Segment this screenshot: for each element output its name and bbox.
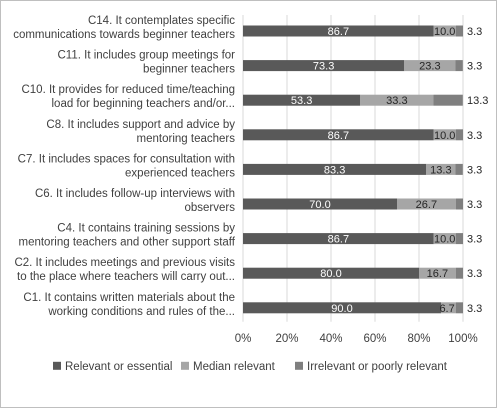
bar-segment bbox=[243, 198, 397, 210]
category-label-line: C1. It contains written materials about … bbox=[23, 292, 235, 304]
bar-segment bbox=[243, 129, 434, 141]
category-label-line: C2. It includes meetings and previous vi… bbox=[14, 257, 235, 269]
category-label-line: mentoring teachers and other support sta… bbox=[18, 237, 235, 249]
data-label: 83.3 bbox=[324, 164, 345, 176]
bar-segment bbox=[455, 25, 463, 37]
bar-segment bbox=[455, 60, 463, 72]
category-label-line: observers bbox=[185, 202, 236, 214]
x-tick-label: 80% bbox=[407, 333, 430, 345]
bar-segment bbox=[433, 129, 456, 141]
x-tick-label: 0% bbox=[235, 333, 252, 345]
data-label: 13.3 bbox=[430, 164, 451, 176]
category-label: C7. It includes spaces for consultation … bbox=[18, 153, 236, 179]
category-label: C1. It contains written materials about … bbox=[23, 292, 235, 318]
bar-segment bbox=[360, 94, 434, 106]
category-label: C8. It includes support and advice by men… bbox=[46, 119, 235, 145]
legend: Relevant or essential Median relevant Irre… bbox=[53, 361, 448, 373]
data-label: 86.7 bbox=[328, 130, 349, 142]
data-label: 73.3 bbox=[313, 61, 334, 73]
bar-segment bbox=[433, 25, 456, 37]
category-label: C10. It provides for reduced time/teachi… bbox=[21, 84, 235, 110]
data-label: 3.3 bbox=[467, 303, 482, 315]
category-label-line: C8. It includes support and advice by bbox=[46, 119, 235, 131]
category-label: C4. It contains training sessions by ment… bbox=[18, 223, 235, 249]
x-tick-label: 20% bbox=[275, 333, 298, 345]
bar-segment bbox=[243, 25, 434, 37]
data-label: 10.0 bbox=[434, 26, 455, 38]
data-label: 86.7 bbox=[328, 234, 349, 246]
data-label: 3.3 bbox=[467, 130, 482, 142]
data-label: 3.3 bbox=[467, 164, 482, 176]
bar-segment bbox=[426, 163, 456, 175]
category-label-line: C14. It contemplates specific bbox=[88, 15, 235, 27]
bar-segment bbox=[455, 233, 463, 245]
category-label-line: communications towards beginner teachers bbox=[13, 29, 235, 41]
x-tick-label: 60% bbox=[363, 333, 386, 345]
category-label-line: load for beginning teachers and/or... bbox=[52, 98, 236, 110]
category-label-line: C6. It includes follow-up interviews wit… bbox=[35, 188, 235, 200]
bar-segment bbox=[455, 198, 463, 210]
category-label: C2. It includes meetings and previous vi… bbox=[14, 257, 235, 283]
legend-swatch bbox=[181, 361, 189, 370]
data-label: 80.0 bbox=[320, 268, 341, 280]
data-label: 70.0 bbox=[309, 199, 330, 211]
legend-label: Relevant or essential bbox=[65, 361, 172, 373]
bar-segment bbox=[433, 233, 456, 245]
category-label-line: working conditions and rules of the... bbox=[47, 306, 235, 318]
category-label-line: C7. It includes spaces for consultation … bbox=[18, 153, 235, 165]
bar-segment bbox=[243, 60, 405, 72]
data-label: 53.3 bbox=[291, 95, 312, 107]
bar-segment bbox=[243, 302, 441, 314]
category-label-line: C10. It provides for reduced time/teachi… bbox=[21, 84, 235, 96]
data-label: 90.0 bbox=[331, 303, 352, 315]
data-label: 3.3 bbox=[467, 61, 482, 73]
legend-swatch bbox=[53, 361, 61, 370]
bars bbox=[243, 25, 463, 314]
data-label: 86.7 bbox=[328, 26, 349, 38]
category-label-line: experienced teachers bbox=[125, 167, 235, 179]
category-label-line: C11. It includes group meetings for bbox=[58, 50, 236, 62]
category-label-line: C4. It contains training sessions by bbox=[57, 223, 235, 235]
data-label: 13.3 bbox=[467, 95, 488, 107]
bar-segment bbox=[397, 198, 456, 210]
x-tick-label: 40% bbox=[319, 333, 342, 345]
labels: C14. It contemplates specific communicati… bbox=[13, 15, 488, 318]
category-label: C14. It contemplates specific communicati… bbox=[13, 15, 235, 41]
bar-segment bbox=[243, 233, 434, 245]
x-tick-label: 100% bbox=[448, 333, 477, 345]
data-label: 3.3 bbox=[467, 199, 482, 211]
data-label: 3.3 bbox=[467, 26, 482, 38]
data-label: 26.7 bbox=[416, 199, 437, 211]
bar-segment bbox=[455, 267, 463, 279]
data-label: 3.3 bbox=[467, 268, 482, 280]
bar-segment bbox=[455, 129, 463, 141]
bar-segment bbox=[243, 163, 427, 175]
bar-segment bbox=[243, 94, 361, 106]
category-label-line: mentoring teachers bbox=[137, 133, 236, 145]
data-label: 6.7 bbox=[439, 303, 454, 315]
data-label: 10.0 bbox=[434, 234, 455, 246]
legend-swatch bbox=[295, 361, 303, 370]
bar-segment bbox=[455, 163, 463, 175]
category-label: C11. It includes group meetings for begin… bbox=[58, 50, 236, 76]
data-label: 33.3 bbox=[386, 95, 407, 107]
data-label: 23.3 bbox=[419, 61, 440, 73]
data-label: 16.7 bbox=[427, 268, 448, 280]
bar-segment bbox=[441, 302, 456, 314]
x-axis: 0% 20% 40% 60% 80% 100% bbox=[235, 333, 478, 345]
bar-segment bbox=[433, 94, 463, 106]
data-label: 10.0 bbox=[434, 130, 455, 142]
category-label: C6. It includes follow-up interviews wit… bbox=[35, 188, 235, 214]
bar-segment bbox=[243, 267, 419, 279]
bar-segment bbox=[455, 302, 463, 314]
legend-label: Median relevant bbox=[193, 361, 276, 373]
category-label-line: beginner teachers bbox=[143, 64, 235, 76]
bar-segment bbox=[404, 60, 456, 72]
category-label-line: to the place where teachers will carry o… bbox=[17, 271, 235, 283]
legend-label: Irrelevant or poorly relevant bbox=[307, 361, 448, 373]
bar-segment bbox=[419, 267, 456, 279]
data-label: 3.3 bbox=[467, 234, 482, 246]
